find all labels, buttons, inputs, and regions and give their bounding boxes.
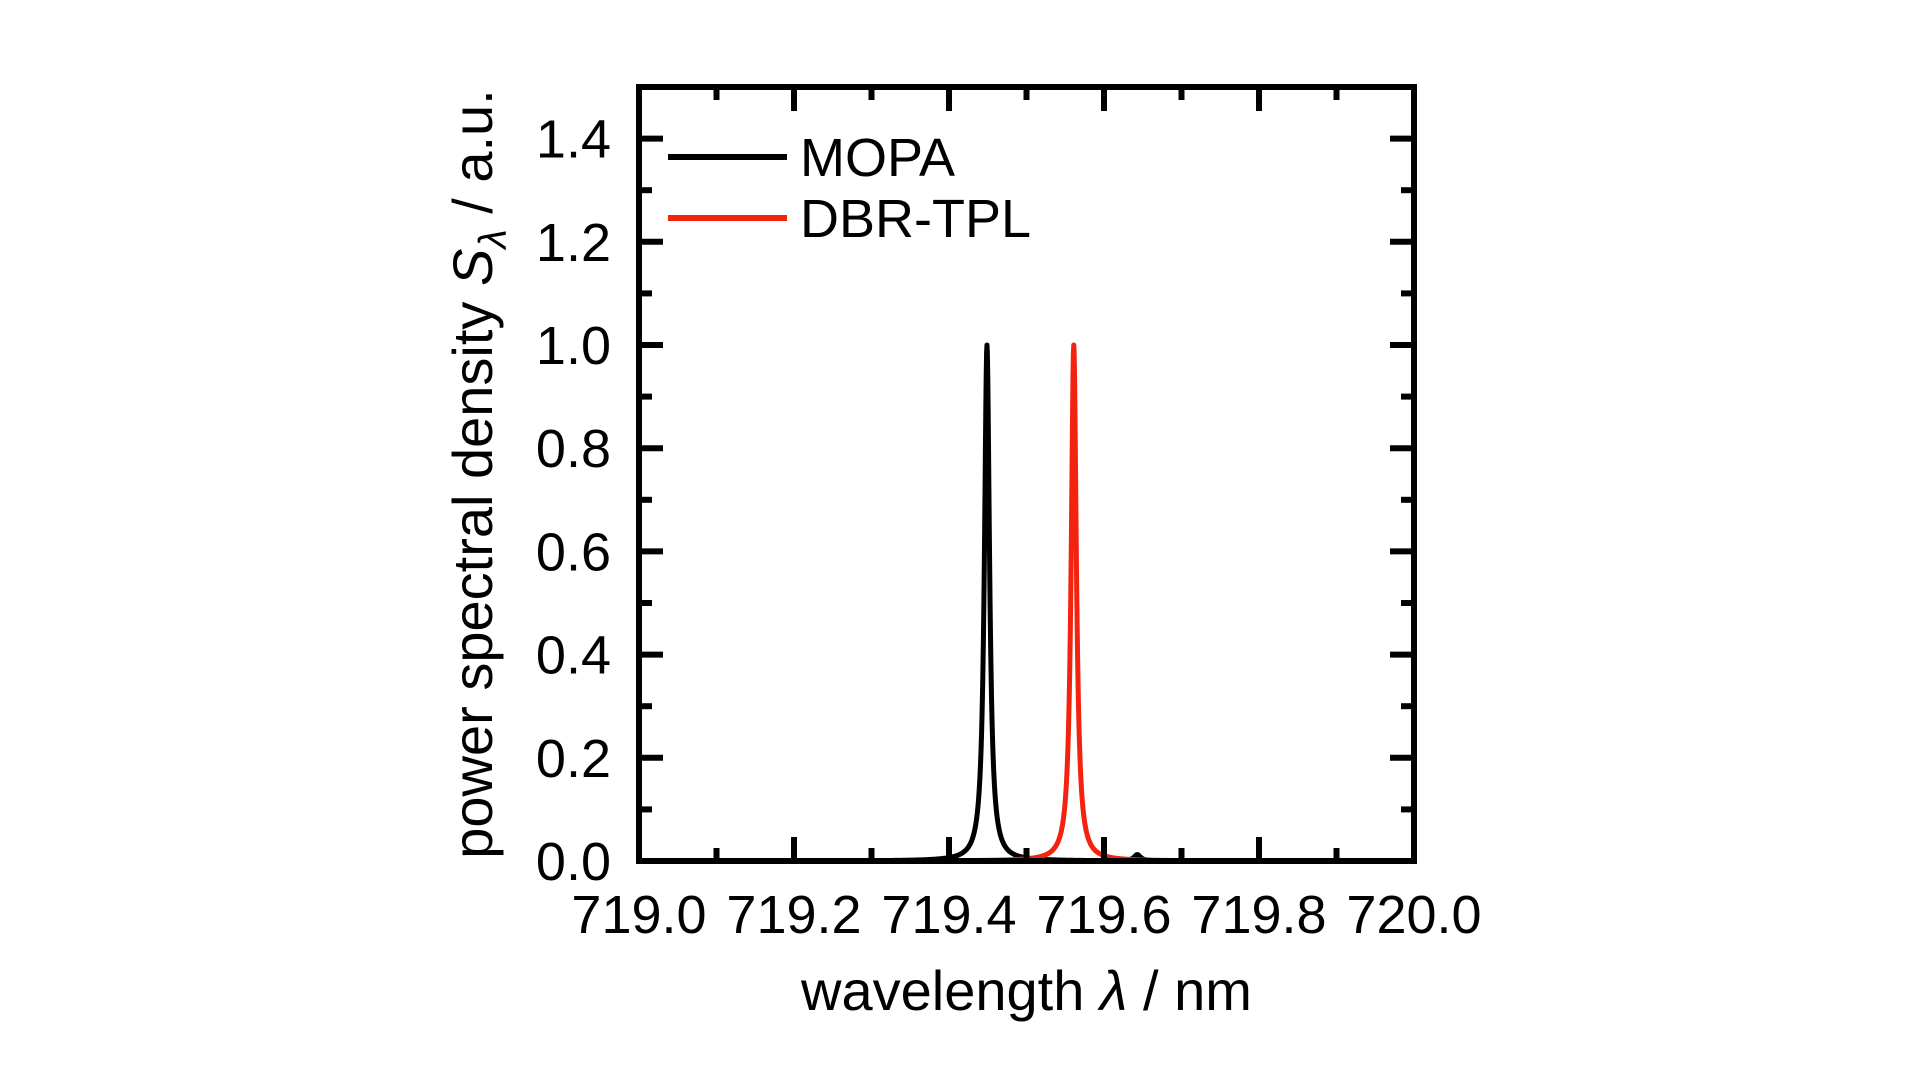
y-axis-title: power spectral density Sλ / a.u. (441, 89, 515, 858)
axis-ticks (636, 87, 1417, 864)
y-tick-label: 0.8 (536, 419, 611, 479)
x-tick-label: 719.6 (1036, 885, 1171, 945)
y-tick-label: 0.2 (536, 729, 611, 789)
axis-titles: wavelength λ / nm power spectral density … (441, 89, 1252, 1022)
y-tick-label: 0.0 (536, 832, 611, 892)
x-axis-title: wavelength λ / nm (800, 959, 1252, 1022)
y-tick-label: 1.2 (536, 213, 611, 273)
x-tick-label: 720.0 (1346, 885, 1481, 945)
x-tick-label: 719.0 (571, 885, 706, 945)
y-tick-label: 1.4 (536, 110, 611, 170)
axis-tick-labels: 719.0 719.2 719.4 719.6 719.8 720.0 0.0 0.2 0.4 0… (536, 110, 1482, 945)
x-tick-label: 719.8 (1191, 885, 1326, 945)
legend-label-mopa: MOPA (800, 128, 955, 188)
y-tick-label: 0.6 (536, 522, 611, 582)
x-tick-label: 719.4 (881, 885, 1016, 945)
legend-label-dbr-tpl: DBR-TPL (800, 189, 1031, 249)
curves-layer (636, 342, 1417, 864)
dbr-tpl-curve (636, 342, 1417, 864)
y-tick-label: 0.4 (536, 626, 611, 686)
x-tick-label: 719.2 (726, 885, 861, 945)
y-tick-label: 1.0 (536, 316, 611, 376)
mopa-curve (636, 342, 1417, 864)
